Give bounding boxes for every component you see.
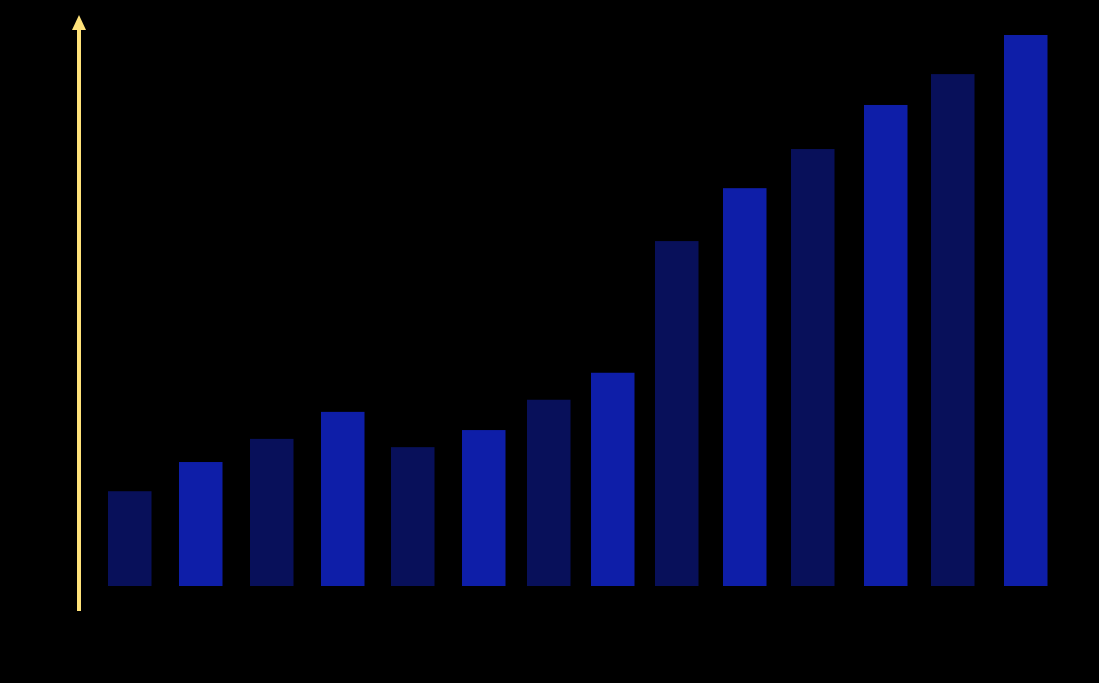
bar-1 [108, 491, 152, 586]
bar-8 [591, 372, 635, 586]
bar-12 [864, 104, 908, 587]
bar-7 [527, 399, 571, 586]
bar-9 [655, 241, 699, 586]
bar-4 [321, 411, 365, 586]
bar-14 [1004, 35, 1048, 586]
bars-group [108, 35, 1048, 587]
bar-2 [179, 462, 223, 586]
bar-5 [391, 447, 435, 586]
bar-11 [791, 149, 835, 586]
bar-10 [723, 188, 767, 587]
bar-3 [250, 438, 294, 586]
y-axis-arrow-icon [72, 15, 86, 30]
bar-13 [931, 74, 975, 586]
bar-6 [462, 430, 506, 586]
